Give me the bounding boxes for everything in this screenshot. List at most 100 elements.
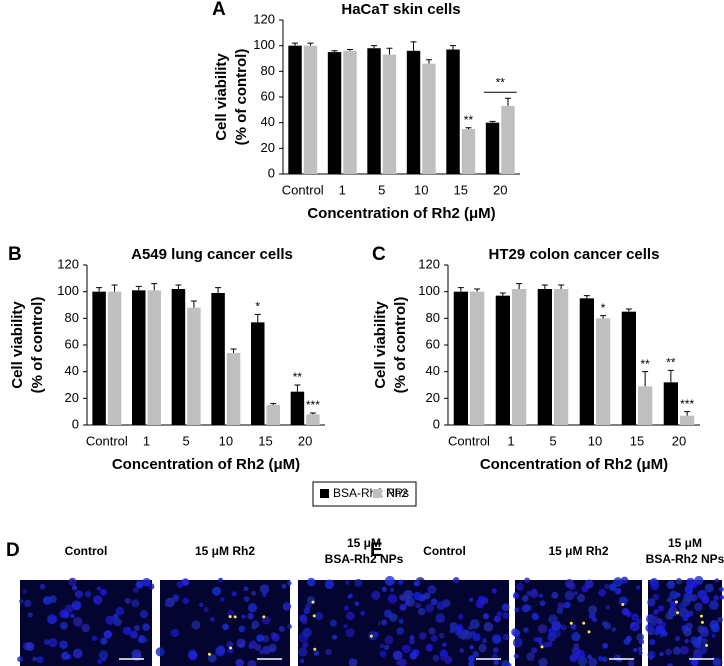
bar — [579, 298, 594, 425]
nucleus — [402, 644, 411, 654]
x-tick-label: Control — [282, 182, 324, 197]
y-axis-label: (% of control) — [392, 297, 409, 394]
nucleus — [237, 639, 243, 645]
nucleus — [636, 585, 641, 590]
nucleus — [262, 592, 267, 597]
nucleus — [648, 601, 654, 607]
nucleus — [483, 621, 494, 632]
bar — [367, 48, 381, 174]
nucleus — [684, 638, 689, 644]
x-tick-label: 20 — [493, 182, 507, 197]
nucleus — [113, 618, 122, 627]
nucleus — [241, 614, 246, 619]
nucleus — [72, 617, 83, 627]
y-tick-label: 60 — [65, 336, 79, 351]
nucleus — [631, 613, 639, 621]
nucleus — [666, 580, 676, 590]
y-axis-label: Cell viability — [9, 301, 26, 389]
apoptotic-marker — [582, 621, 586, 625]
nucleus — [719, 586, 724, 592]
nucleus — [667, 663, 673, 666]
nucleus — [384, 635, 394, 645]
nucleus — [602, 642, 609, 649]
nucleus — [384, 609, 393, 618]
nucleus — [604, 583, 610, 590]
nucleus — [91, 635, 98, 642]
significance-label: *** — [680, 397, 694, 411]
error-bar — [309, 412, 316, 415]
error-bar — [457, 287, 464, 292]
nucleus — [191, 620, 201, 630]
error-bar — [254, 313, 261, 323]
nucleus — [287, 624, 292, 629]
nucleus — [439, 632, 445, 639]
nucleus — [36, 656, 44, 664]
nucleus — [59, 640, 68, 649]
y-tick-label: 120 — [418, 256, 440, 271]
nucleus — [413, 580, 421, 587]
nucleus — [49, 595, 57, 604]
nucleus — [238, 625, 246, 633]
nucleus — [142, 637, 148, 643]
nucleus — [331, 634, 338, 640]
bar — [596, 318, 611, 425]
nucleus — [398, 658, 407, 666]
nucleus — [417, 607, 426, 616]
nucleus — [441, 642, 447, 648]
nucleus — [531, 612, 539, 620]
nucleus — [298, 647, 308, 657]
nucleus — [132, 587, 139, 593]
x-tick-label: 1 — [143, 433, 150, 448]
nucleus — [19, 599, 24, 604]
bar — [485, 122, 500, 174]
nucleus — [458, 614, 464, 620]
bar — [226, 353, 241, 425]
nucleus — [425, 644, 434, 652]
error-bar — [386, 47, 393, 55]
bar — [382, 54, 397, 174]
y-tick-label: 0 — [72, 416, 79, 431]
nucleus — [649, 638, 656, 646]
nucleus — [325, 648, 332, 656]
error-bar — [489, 120, 496, 123]
nucleus — [468, 661, 475, 666]
nucleus — [493, 647, 499, 653]
nucleus — [176, 581, 184, 588]
nucleus — [436, 601, 446, 610]
error-bar — [410, 41, 417, 51]
bar — [554, 289, 569, 425]
nucleus — [502, 611, 510, 619]
nucleus — [648, 655, 654, 660]
nucleus — [548, 614, 558, 625]
nucleus — [381, 586, 387, 592]
nucleus — [587, 654, 593, 660]
apoptotic-marker — [705, 643, 709, 647]
nucleus — [218, 577, 223, 583]
bar — [327, 52, 342, 175]
error-bar — [346, 49, 353, 51]
error-bar — [230, 348, 237, 353]
significance-label: * — [601, 301, 606, 315]
x-tick-label: 10 — [219, 433, 233, 448]
apoptotic-marker — [311, 600, 315, 604]
nucleus — [345, 580, 350, 585]
significance-label: ** — [666, 356, 676, 370]
nucleus — [281, 583, 287, 589]
nucleus — [222, 623, 229, 631]
nucleus — [134, 625, 141, 632]
nucleus — [560, 624, 567, 631]
nucleus — [623, 638, 631, 645]
nucleus — [573, 643, 580, 650]
bar — [187, 307, 201, 425]
nucleus — [182, 597, 190, 605]
nucleus — [48, 637, 58, 648]
nucleus — [491, 653, 498, 660]
bar — [171, 289, 186, 425]
nucleus — [96, 586, 102, 591]
bar — [132, 290, 146, 425]
nucleus — [392, 650, 403, 661]
nucleus — [430, 634, 438, 642]
nucleus — [259, 584, 270, 594]
nucleus — [259, 650, 264, 655]
nucleus — [282, 602, 292, 611]
